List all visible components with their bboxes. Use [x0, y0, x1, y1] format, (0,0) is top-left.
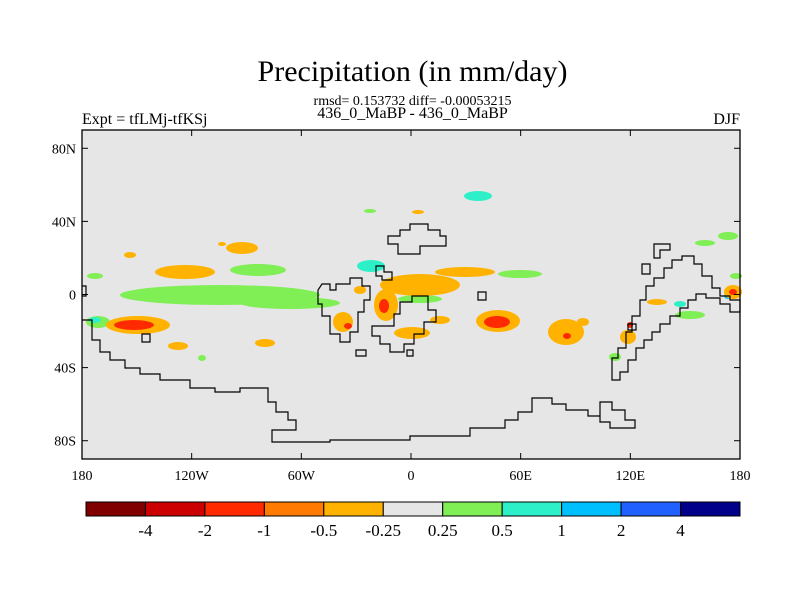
anomaly-positive [198, 355, 206, 361]
y-tick-label: 40N [52, 215, 76, 230]
anomaly-negative [380, 274, 460, 296]
colorbar-label: -0.25 [366, 521, 401, 540]
colorbar: -4 -2 -1 -0.5 -0.25 0.25 0.5 1 2 4 [85, 501, 741, 540]
coastline-island [375, 265, 393, 281]
anomaly-negative [577, 318, 589, 326]
coastline-continent-west [317, 277, 371, 343]
anomaly-negative-strong [484, 316, 510, 328]
anomaly-positive [730, 273, 742, 279]
y-axis: 80N 40N 0 40S 80S [52, 142, 740, 450]
colorbar-swatch [680, 501, 741, 517]
coastline-edge [82, 285, 87, 297]
experiment-label: Expt = tfLMj-tfKSj [82, 111, 208, 128]
anomaly-positive [240, 297, 340, 309]
y-tick-label: 40S [54, 362, 76, 377]
colorbar-label: -1 [257, 521, 271, 540]
anomaly-negative [218, 242, 226, 246]
y-tick-label: 80S [54, 435, 76, 450]
coastline-island [653, 243, 671, 259]
x-tick-label: 60W [288, 469, 316, 484]
x-tick-label: 180 [730, 469, 751, 484]
coastline-continent-north [387, 223, 447, 255]
anomaly-positive [675, 311, 705, 319]
anomaly-negative-strong [563, 333, 571, 339]
coastline-island [627, 323, 637, 331]
colorbar-label: 2 [617, 521, 626, 540]
anomaly-negative [430, 316, 450, 324]
anomaly-positive [398, 295, 442, 303]
anomaly-negative [647, 299, 667, 305]
anomaly-negative-strong [729, 289, 737, 295]
colorbar-swatch [144, 501, 206, 517]
colorbar-swatch [620, 501, 682, 517]
colorbar-label: 0.25 [428, 521, 458, 540]
anomaly-negative [124, 252, 136, 258]
y-tick-label: 80N [52, 142, 76, 157]
x-tick-label: 180 [72, 469, 93, 484]
x-tick-label: 0 [408, 469, 415, 484]
anomaly-negative-strong [114, 320, 154, 330]
coastline-island [406, 349, 414, 357]
colorbar-swatch [323, 501, 384, 517]
colorbar-label: 4 [676, 521, 685, 540]
anomaly-negative [255, 339, 275, 347]
anomaly-negative [394, 327, 430, 339]
colorbar-swatch [204, 501, 265, 517]
colorbar-swatch [501, 501, 563, 517]
anomaly-negative [168, 342, 188, 350]
x-tick-label: 60E [509, 469, 532, 484]
coastline-island [477, 291, 487, 301]
page-title: Precipitation (in mm/day) [257, 55, 568, 88]
coastline-island [355, 349, 367, 357]
x-axis: 180 120W 60W 0 60E 120E 180 [72, 130, 751, 484]
anomaly-negative-strong [379, 299, 389, 313]
anomaly-positive [498, 270, 542, 278]
anomaly-positive [364, 209, 376, 213]
season-label: DJF [713, 111, 740, 128]
coastline-continent-east [611, 255, 741, 381]
anomaly-negative [226, 242, 258, 254]
anomaly-negative [333, 312, 353, 332]
anomaly-positive-strong [674, 301, 686, 307]
anomaly-positive-strong [464, 191, 492, 201]
anomaly-negative [620, 330, 636, 344]
colorbar-label: -4 [138, 521, 153, 540]
colorbar-swatch [85, 501, 146, 517]
anomaly-positive [695, 240, 715, 246]
colorbar-label: -0.5 [310, 521, 337, 540]
anomaly-positive [87, 273, 103, 279]
colorbar-label: 1 [557, 521, 566, 540]
colorbar-swatch [382, 501, 444, 517]
anomaly-negative [548, 319, 584, 345]
anomaly-positive [230, 264, 286, 276]
anomaly-negative-strong [344, 323, 352, 329]
stats-line: rmsd= 0.153732 diff= -0.00053215 [313, 94, 512, 109]
x-tick-label: 120E [616, 469, 646, 484]
coastlines [82, 223, 741, 443]
coastline-continent-central [371, 295, 437, 353]
colorbar-swatch [263, 501, 325, 517]
anomaly-negative [412, 210, 424, 214]
anomaly-positive [718, 232, 738, 240]
coastline-island [141, 333, 151, 343]
anomaly-negative [155, 265, 215, 279]
colorbar-label: 0.5 [492, 521, 513, 540]
x-tick-label: 120W [175, 469, 210, 484]
colorbar-swatch [561, 501, 622, 517]
colorbar-label: -2 [198, 521, 212, 540]
coastline-southern-continent [82, 319, 636, 443]
anomaly-positive-strong [357, 260, 385, 272]
anomaly-negative [354, 286, 366, 294]
anomaly-negative [435, 267, 495, 277]
anomaly-layer [86, 191, 742, 361]
colorbar-swatch [442, 501, 503, 517]
y-tick-label: 0 [69, 289, 76, 304]
anomaly-positive [609, 353, 621, 361]
period-line: 436_0_MaBP - 436_0_MaBP [317, 105, 508, 122]
coastline-island [641, 263, 651, 275]
